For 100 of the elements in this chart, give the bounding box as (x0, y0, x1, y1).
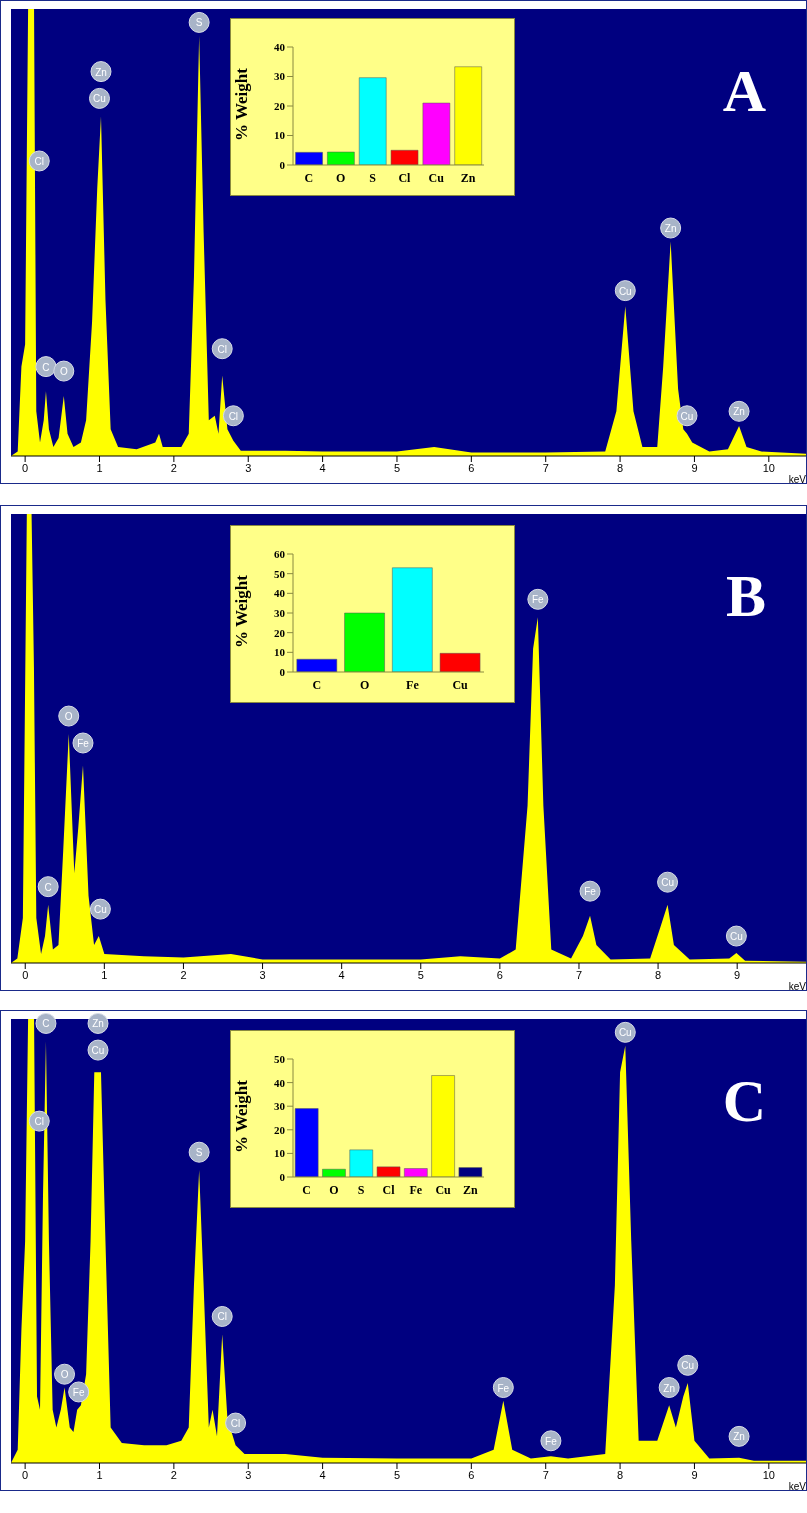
y-tick-label: 50 (274, 567, 286, 580)
x-tick-label: Cl (398, 170, 412, 185)
x-tick-label: Zn (463, 1182, 479, 1197)
x-tick-label: Cu (428, 170, 445, 185)
annotation: Cu (93, 904, 107, 916)
x-axis-title: keV (788, 1481, 807, 1492)
x-tick-label: Cu (435, 1182, 452, 1197)
x-tick-label: 5 (393, 1468, 401, 1481)
y-axis-title: % Weight (232, 1079, 252, 1153)
annotation: B (725, 563, 766, 629)
annotation: Cu (680, 410, 694, 422)
x-tick-label: 6 (468, 1468, 475, 1481)
x-tick-label: O (336, 170, 346, 185)
annotation: Cl (217, 1311, 227, 1323)
x-tick-label: 0 (22, 1468, 29, 1481)
annotation: Cu (729, 931, 743, 943)
x-tick-label: 4 (319, 461, 326, 474)
y-tick-label: 60 (274, 547, 286, 560)
x-tick-label: 2 (170, 461, 177, 474)
x-tick-label: 5 (417, 968, 424, 981)
x-tick-label: 1 (101, 968, 108, 981)
x-tick-label: 10 (762, 1468, 775, 1481)
annotation: Cl (228, 410, 239, 422)
x-tick-label: S (369, 170, 377, 185)
annotation: S (195, 1147, 203, 1159)
x-tick-label: Fe (409, 1182, 423, 1197)
x-tick-label: C (304, 170, 314, 185)
annotation: O (59, 366, 68, 378)
x-axis-title: keV (788, 981, 807, 992)
bar (296, 658, 338, 672)
annotation: A (722, 58, 766, 124)
y-tick-label: 30 (274, 70, 286, 83)
annotation: Cu (618, 1027, 632, 1039)
y-tick-label: 40 (274, 40, 286, 53)
x-tick-label: Cl (382, 1182, 396, 1197)
bar (439, 653, 481, 672)
x-tick-label: C (302, 1182, 311, 1197)
bar (390, 150, 419, 165)
y-tick-label: 10 (274, 646, 286, 659)
bar (327, 151, 355, 165)
x-tick-label: 6 (468, 461, 475, 474)
x-tick-label: 6 (496, 968, 503, 981)
y-axis-title: % Weight (232, 574, 252, 648)
annotation: Cu (618, 285, 632, 297)
annotation: Cl (217, 343, 227, 355)
bar (376, 1166, 401, 1177)
x-tick-label: 9 (734, 968, 741, 981)
y-tick-label: 40 (274, 1076, 286, 1089)
annotation: Zn (92, 1018, 104, 1030)
bar (454, 66, 482, 165)
annotation: Fe (72, 1386, 85, 1398)
x-tick-label: 4 (319, 1468, 326, 1481)
annotation: O (64, 711, 73, 723)
y-tick-label: 20 (274, 99, 286, 112)
x-tick-label: 1 (96, 1468, 103, 1481)
x-tick-label: 3 (245, 461, 252, 474)
annotation: Zn (664, 223, 677, 235)
y-tick-label: 0 (279, 1170, 286, 1183)
annotation: Cl (34, 1116, 44, 1128)
annotation: S (195, 17, 203, 29)
x-tick-label: C (312, 677, 322, 692)
bar (431, 1075, 455, 1177)
bar (458, 1167, 483, 1177)
annotation: Cu (93, 93, 106, 105)
y-tick-label: 10 (274, 1147, 286, 1160)
x-tick-label: 0 (22, 968, 29, 981)
y-tick-label: 0 (279, 158, 286, 171)
x-tick-label: 0 (22, 461, 29, 474)
y-tick-label: 40 (274, 587, 286, 600)
x-tick-label: 7 (542, 1468, 549, 1481)
x-tick-label: 7 (575, 968, 583, 981)
bar (294, 1108, 319, 1177)
annotation: C (722, 1068, 766, 1134)
x-tick-label: 2 (170, 1468, 177, 1481)
x-tick-label: 9 (691, 461, 698, 474)
bar (404, 1168, 428, 1177)
bar (349, 1149, 373, 1177)
annotation: C (42, 1018, 50, 1030)
y-tick-label: 10 (274, 129, 286, 142)
bar (422, 102, 451, 165)
x-tick-label: 8 (617, 461, 624, 474)
y-tick-label: 20 (274, 1123, 286, 1136)
bar (358, 77, 387, 165)
x-tick-label: 7 (542, 461, 549, 474)
bar (344, 612, 385, 672)
y-tick-label: 20 (274, 626, 286, 639)
x-tick-label: Cu (452, 677, 469, 692)
annotation: Fe (77, 737, 90, 749)
annotation: Fe (545, 1435, 558, 1447)
annotation: Cl (230, 1418, 241, 1430)
x-tick-label: 3 (259, 968, 266, 981)
annotation: Fe (584, 886, 597, 898)
x-tick-label: 9 (691, 1468, 698, 1481)
x-tick-label: 8 (617, 1468, 624, 1481)
annotation: Zn (733, 1431, 745, 1443)
x-tick-label: 4 (338, 968, 345, 981)
x-tick-label: 8 (655, 968, 662, 981)
x-tick-label: Fe (406, 677, 420, 692)
annotation: Cu (661, 877, 674, 889)
y-tick-label: 30 (274, 606, 286, 619)
